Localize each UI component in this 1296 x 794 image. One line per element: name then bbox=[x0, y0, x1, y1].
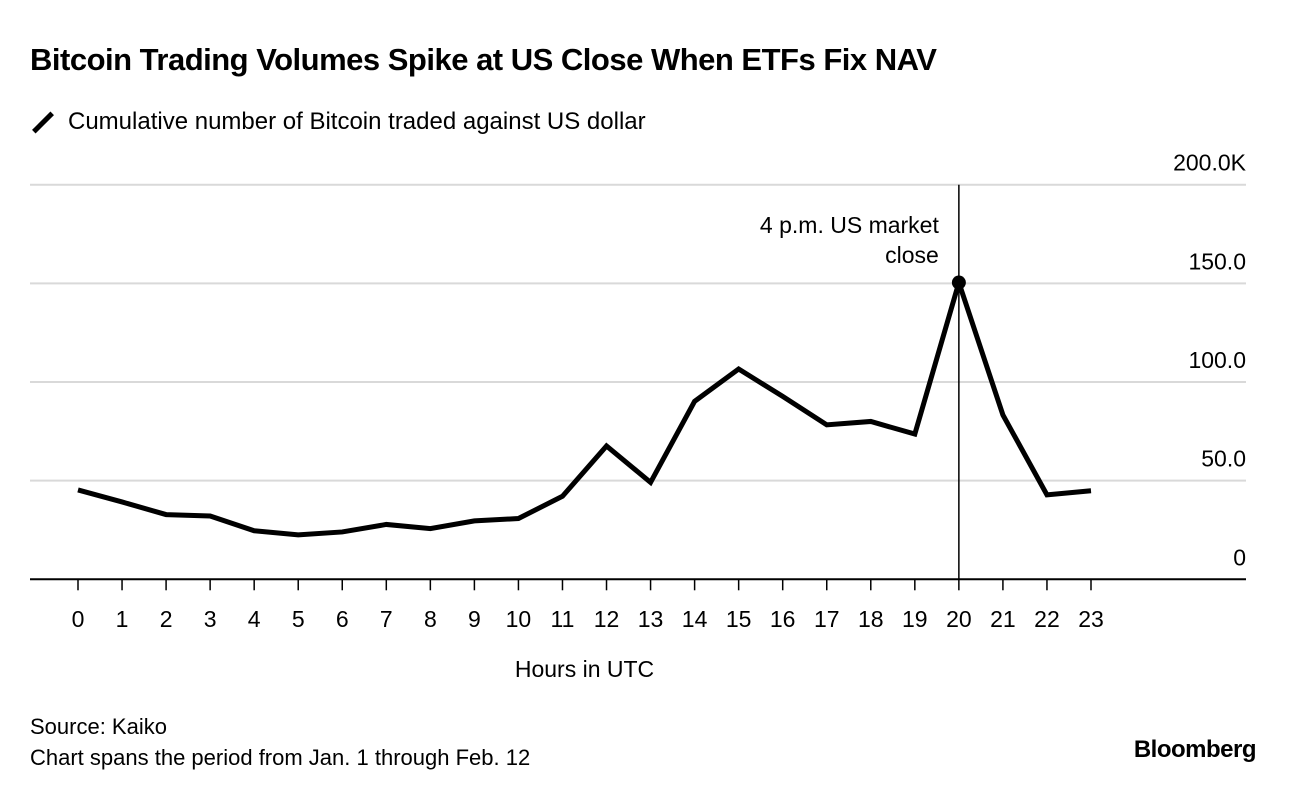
x-tick-label: 22 bbox=[1034, 606, 1060, 632]
bloomberg-logo: Bloomberg bbox=[1133, 736, 1257, 763]
x-tick-label: 15 bbox=[726, 606, 752, 632]
x-tick-label: 0 bbox=[72, 606, 85, 632]
y-tick-label: 150.0 bbox=[1188, 248, 1246, 274]
footnote: Source: Kaiko Chart spans the period fro… bbox=[30, 711, 530, 773]
source-text: Source: Kaiko bbox=[30, 714, 167, 739]
x-tick-label: 14 bbox=[682, 606, 708, 632]
series-line bbox=[77, 274, 1092, 538]
x-tick-label: 10 bbox=[506, 606, 532, 632]
x-tick-label: 23 bbox=[1078, 606, 1104, 632]
y-tick-label: 100.0 bbox=[1188, 347, 1246, 373]
x-tick-label: 3 bbox=[204, 606, 217, 632]
x-tick-label: 20 bbox=[946, 606, 972, 632]
x-axis-label: Hours in UTC bbox=[515, 656, 654, 682]
x-tick-label: 12 bbox=[594, 606, 620, 632]
x-tick-label: 7 bbox=[380, 606, 393, 632]
y-tick-label: 200.0K bbox=[1173, 150, 1247, 176]
y-tick-label: 50.0 bbox=[1201, 446, 1246, 472]
x-tick-label: 17 bbox=[814, 606, 840, 632]
y-tick-label: 0 bbox=[1233, 544, 1246, 570]
x-tick-label: 21 bbox=[990, 606, 1016, 632]
x-tick-label: 9 bbox=[468, 606, 481, 632]
x-tick-label: 11 bbox=[551, 606, 575, 632]
legend-label: Cumulative number of Bitcoin traded agai… bbox=[68, 108, 646, 135]
x-tick-label: 4 bbox=[248, 606, 261, 632]
x-tick-label: 6 bbox=[336, 606, 349, 632]
legend: Cumulative number of Bitcoin traded agai… bbox=[30, 108, 646, 136]
annotation-text: 4 p.m. US market bbox=[760, 212, 940, 238]
x-tick-label: 16 bbox=[770, 606, 796, 632]
chart-title: Bitcoin Trading Volumes Spike at US Clos… bbox=[30, 42, 937, 77]
x-tick-label: 2 bbox=[160, 606, 173, 632]
note-text: Chart spans the period from Jan. 1 throu… bbox=[30, 745, 531, 770]
annotation-marker bbox=[951, 275, 966, 290]
x-tick-label: 18 bbox=[858, 606, 884, 632]
x-tick-label: 5 bbox=[292, 606, 305, 632]
annotation-text: close bbox=[885, 242, 939, 268]
x-tick-label: 1 bbox=[116, 606, 129, 632]
x-tick-label: 19 bbox=[902, 606, 928, 632]
x-tick-label: 8 bbox=[424, 606, 437, 632]
x-tick-label: 13 bbox=[638, 606, 664, 632]
